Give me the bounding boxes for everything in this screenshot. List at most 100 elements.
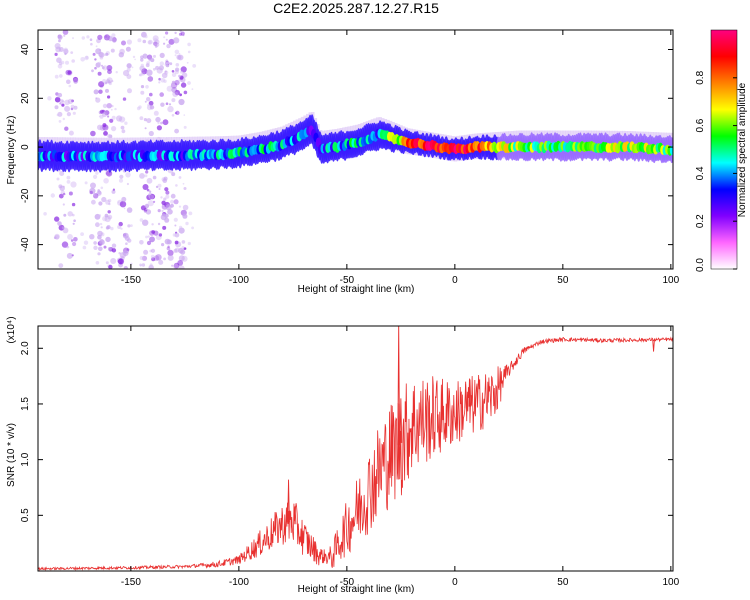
noise-speck [146, 97, 151, 102]
noise-speck [109, 118, 114, 123]
noise-speck [64, 105, 71, 112]
noise-speck [107, 115, 110, 118]
noise-speck [158, 188, 161, 190]
noise-speck [166, 43, 171, 49]
noise-speck [171, 114, 175, 117]
noise-speck [174, 79, 180, 86]
noise-speck [137, 38, 142, 43]
noise-speck [103, 53, 107, 56]
noise-speck [62, 185, 65, 188]
noise-speck [126, 63, 132, 69]
noise-speck [145, 85, 149, 89]
noise-speck [171, 98, 176, 103]
noise-speck [173, 248, 178, 253]
colorbar-ticks: 0.0 0.2 0.4 0.6 0.8 [695, 70, 737, 272]
noise-speck [111, 104, 114, 108]
noise-speck [121, 196, 127, 202]
noise-speck [120, 227, 123, 230]
noise-speck [145, 209, 152, 215]
noise-speck [102, 123, 107, 128]
noise-speck [58, 47, 64, 52]
noise-speck [163, 42, 166, 45]
noise-speck [155, 254, 162, 261]
noise-speck [169, 62, 173, 66]
noise-speck [126, 250, 129, 253]
noise-speck [188, 211, 193, 216]
noise-speck [67, 70, 72, 75]
noise-speck [154, 42, 160, 47]
noise-speck [149, 105, 155, 110]
noise-speck [73, 105, 78, 110]
spectrogram-panel: -150 -100 -50 0 50 100 -40 -20 0 20 40 Height of … [6, 29, 680, 295]
noise-speck [103, 245, 107, 249]
noise-speck [162, 225, 167, 230]
noise-speck [179, 30, 182, 33]
noise-speck [98, 246, 103, 252]
noise-speck [141, 263, 146, 267]
noise-speck [147, 54, 153, 60]
noise-speck [54, 74, 59, 79]
noise-speck [139, 256, 144, 260]
noise-speck [163, 257, 167, 261]
noise-speck [72, 78, 79, 84]
noise-speck [155, 116, 161, 123]
noise-speck [111, 80, 114, 83]
noise-speck [143, 209, 147, 213]
noise-speck [85, 55, 89, 60]
noise-speck [58, 263, 64, 268]
noise-speck [98, 89, 103, 94]
noise-speck [144, 203, 150, 209]
noise-speck [171, 172, 176, 177]
noise-speck [108, 36, 114, 42]
noise-speck [123, 70, 130, 77]
noise-speck [72, 213, 75, 217]
noise-speck [121, 40, 126, 46]
noise-speck [175, 110, 180, 115]
noise-speck [116, 115, 123, 122]
noise-speck [91, 69, 94, 73]
noise-speck [151, 230, 156, 234]
noise-speck [111, 189, 116, 194]
noise-speck [178, 98, 185, 106]
noise-speck [102, 112, 107, 118]
noise-speck [107, 133, 111, 138]
noise-speck [153, 200, 156, 203]
noise-speck [172, 233, 177, 237]
noise-speck [177, 54, 184, 61]
snr-y-tick-label: 2.0 [20, 341, 31, 355]
noise-speck [70, 181, 77, 188]
noise-speck [53, 236, 57, 239]
noise-speck [156, 125, 162, 131]
noise-speck [175, 67, 180, 72]
noise-speck [183, 114, 186, 116]
noise-speck [101, 64, 103, 67]
noise-speck [187, 81, 191, 85]
noise-speck [125, 46, 131, 52]
noise-speck [105, 236, 111, 243]
noise-speck [147, 200, 154, 207]
noise-speck [122, 97, 127, 101]
noise-speck [105, 199, 111, 205]
spectrogram-y-tick-label: 20 [20, 92, 31, 104]
noise-speck [106, 170, 113, 177]
noise-speck [139, 73, 143, 77]
noise-speck [110, 226, 114, 231]
noise-speck [66, 252, 73, 259]
noise-speck [107, 80, 112, 84]
noise-speck [157, 222, 161, 226]
noise-speck [181, 255, 188, 262]
snr-spikes [287, 326, 655, 525]
noise-speck [174, 31, 177, 35]
noise-speck [80, 232, 84, 237]
snr-exponent-label: (x10⁴) [6, 316, 17, 343]
noise-speck [147, 235, 150, 238]
colorbar-tick-label: 0.6 [695, 118, 706, 132]
noise-speck [181, 240, 186, 244]
noise-speck [147, 76, 154, 82]
noise-speck [70, 107, 74, 111]
noise-speck [104, 213, 109, 218]
snr-x-tick-label: 50 [557, 577, 569, 588]
noise-speck [104, 215, 111, 223]
noise-speck [147, 103, 150, 107]
noise-speck [107, 69, 112, 75]
